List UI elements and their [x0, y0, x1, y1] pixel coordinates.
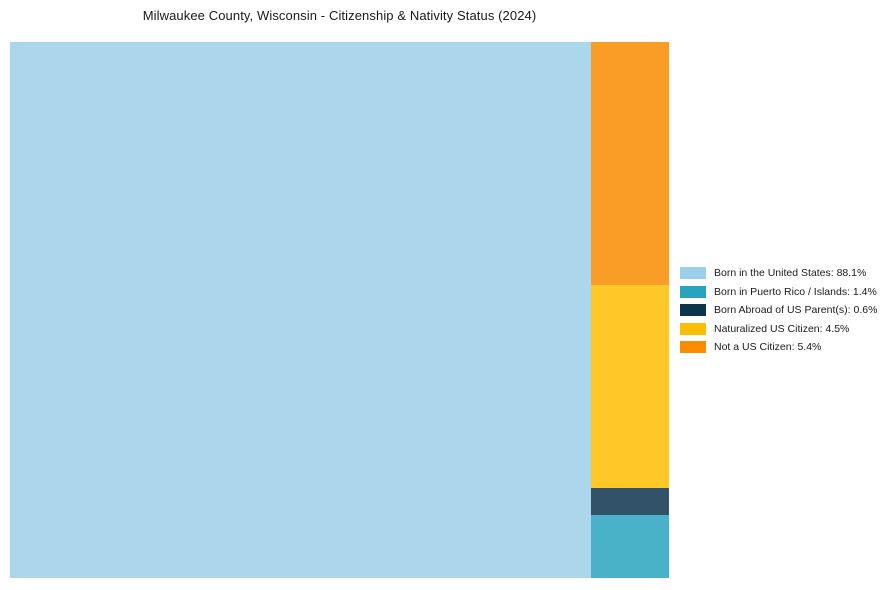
- legend-swatch: [680, 322, 706, 335]
- legend-item-naturalized-us-citizen: Naturalized US Citizen: 4.5%: [680, 322, 877, 335]
- legend-item-not-a-us-citizen: Not a US Citizen: 5.4%: [680, 341, 877, 353]
- legend-item-born-in-puerto-rico-islands: Born in Puerto Rico / Islands: 1.4%: [680, 285, 877, 298]
- legend-label: Born in the United States: 88.1%: [714, 267, 867, 279]
- legend-label: Born in Puerto Rico / Islands: 1.4%: [714, 285, 877, 298]
- treemap: [10, 42, 669, 579]
- chart-title: Milwaukee County, Wisconsin - Citizenshi…: [142, 8, 537, 23]
- legend-swatch: [680, 341, 706, 353]
- treemap-block-naturalized-us-citizen: [590, 285, 669, 488]
- legend-item-born-abroad-of-us-parent-s: Born Abroad of US Parent(s): 0.6%: [680, 304, 877, 316]
- legend: Born in the United States: 88.1% Born in …: [680, 267, 877, 360]
- treemap-block-not-a-us-citizen: [590, 42, 669, 286]
- legend-swatch: [680, 285, 706, 298]
- treemap-block-born-in-puerto-rico-islands: [590, 514, 669, 579]
- legend-swatch: [680, 267, 706, 279]
- legend-item-born-in-the-united-states: Born in the United States: 88.1%: [680, 267, 877, 279]
- legend-label: Naturalized US Citizen: 4.5%: [714, 322, 850, 335]
- legend-swatch: [680, 304, 706, 316]
- treemap-right-column: [590, 42, 669, 579]
- treemap-block-born-abroad-of-us-parent-s: [590, 487, 669, 515]
- legend-label: Born Abroad of US Parent(s): 0.6%: [714, 304, 878, 316]
- treemap-block-born-in-the-united-states: [10, 42, 591, 578]
- legend-label: Not a US Citizen: 5.4%: [714, 341, 822, 353]
